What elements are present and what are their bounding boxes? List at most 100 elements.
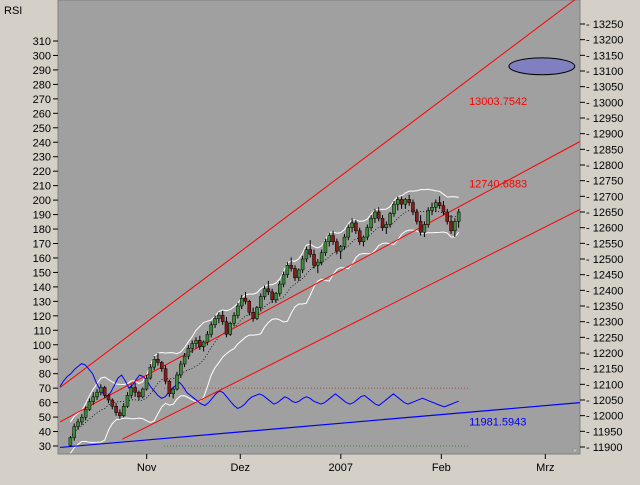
candle-body — [251, 312, 255, 319]
right-axis-tick-label: - 12750 — [586, 176, 623, 188]
left-axis-tick-label: 130 — [33, 296, 51, 308]
right-axis-tick-label: - 12500 — [586, 254, 623, 266]
candle-body — [441, 205, 446, 213]
left-axis-tick-label: 200 — [33, 195, 51, 207]
candle-body — [380, 218, 385, 228]
candle-body — [95, 391, 99, 398]
candle-body — [453, 221, 457, 232]
candle-body — [228, 322, 233, 335]
candle-body — [415, 211, 419, 222]
candle-body — [76, 421, 80, 427]
candle-body — [80, 416, 84, 423]
rsi-trendline — [59, 402, 580, 449]
candle-body — [396, 199, 400, 205]
right-axis-tick-label: - 12950 — [586, 113, 623, 125]
left-axis-tick-label: 30 — [39, 441, 51, 453]
left-axis-tick-label: 250 — [33, 123, 51, 135]
candle-body — [422, 224, 427, 233]
candle-body — [323, 241, 328, 253]
candle-body — [449, 221, 453, 232]
candle-body — [376, 211, 381, 219]
candle-body — [110, 399, 115, 407]
right-axis-tick-label: - 13250 — [586, 19, 623, 31]
candle-body — [247, 301, 252, 313]
candle-body — [304, 249, 309, 260]
left-axis-tick-label: 110 — [33, 325, 51, 337]
scroll-corner-icon[interactable] — [571, 448, 579, 454]
right-axis-tick-label: - 12450 — [586, 270, 623, 282]
left-axis-tick-label: 220 — [33, 166, 51, 178]
candle-body — [243, 297, 248, 302]
left-axis-tick-label: 40 — [39, 427, 51, 439]
candle-body — [369, 218, 373, 228]
right-axis-tick-label: - 12050 — [586, 395, 623, 407]
candle-body — [83, 409, 88, 418]
candle-body — [319, 252, 324, 263]
candle-body — [144, 377, 149, 390]
candle-body — [163, 368, 168, 382]
candle-body — [373, 211, 377, 219]
candle-body — [258, 296, 263, 308]
right-axis-tick-label: - 12900 — [586, 129, 623, 141]
left-axis-tick-label: 300 — [33, 50, 51, 62]
candle-body — [72, 426, 76, 438]
candle-body — [407, 199, 411, 203]
x-axis-tick-label: Mrz — [536, 462, 554, 474]
candle-body — [285, 265, 290, 275]
candle-body — [411, 202, 415, 213]
candle-body — [152, 359, 156, 368]
candle-body — [300, 258, 305, 271]
left-axis-tick-label: 270 — [33, 94, 51, 106]
right-axis-tick-label: - 13100 — [586, 66, 623, 78]
left-axis-tick-label: 140 — [33, 282, 51, 294]
left-axis-tick-label: 170 — [33, 239, 51, 251]
left-axis: 30 40 50 60 70 80 90 100 110 120 130 140 150 160 170 18… — [33, 36, 58, 453]
candle-body — [388, 213, 392, 225]
candle-body — [437, 202, 442, 206]
left-axis-tick-label: 210 — [33, 181, 51, 193]
x-axis-tick-label: 2007 — [329, 462, 353, 474]
right-axis-tick-label: - 12150 — [586, 364, 623, 376]
price-annotation: 12740.6883 — [469, 179, 527, 191]
plot-area — [57, 0, 581, 455]
candle-body — [194, 340, 198, 344]
highlight-ellipse — [508, 57, 576, 76]
candle-body — [365, 227, 370, 238]
candle-body — [213, 318, 217, 326]
candle-body — [201, 341, 206, 347]
candle-body — [167, 380, 172, 394]
candle-body — [220, 315, 225, 322]
candle-body — [312, 254, 316, 266]
candle-body — [140, 388, 145, 398]
right-axis-tick-label: - 12550 — [586, 238, 623, 250]
candle-body — [160, 362, 164, 369]
candle-body — [114, 406, 118, 413]
candle-body — [262, 288, 267, 297]
candle-body — [456, 211, 461, 222]
right-axis-tick-label: - 12400 — [586, 285, 623, 297]
candle-body — [121, 406, 126, 416]
candle-body — [148, 366, 153, 379]
lower-band-line — [69, 229, 460, 454]
right-axis-tick-label: - 12350 — [586, 301, 623, 313]
candle-body — [171, 388, 175, 394]
right-axis-tick-label: - 13050 — [586, 82, 623, 94]
candle-body — [102, 387, 107, 396]
right-axis-tick-label: - 12250 — [586, 332, 623, 344]
candle-body — [281, 274, 286, 285]
candle-body — [354, 222, 358, 232]
candle-body — [209, 324, 213, 335]
candle-body — [133, 387, 137, 393]
candle-body — [335, 241, 339, 252]
channel-line-lower — [122, 209, 580, 440]
candle-body — [190, 343, 194, 349]
candle-body — [274, 293, 278, 300]
left-axis-tick-label: 290 — [33, 65, 51, 77]
candle-body — [434, 202, 438, 208]
candle-body — [87, 401, 92, 410]
candle-body — [255, 307, 259, 319]
candle-body — [182, 355, 187, 365]
left-axis-tick-label: 120 — [33, 311, 51, 323]
candle-body — [224, 321, 229, 335]
